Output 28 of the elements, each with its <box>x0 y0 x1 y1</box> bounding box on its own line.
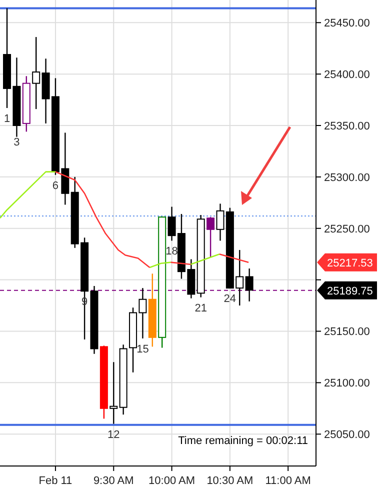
annotation: 15 <box>136 343 149 356</box>
y-tick-label: 25350.00 <box>324 120 370 132</box>
y-tick-label: 25150.00 <box>324 326 370 338</box>
annotation: 21 <box>194 302 207 314</box>
annotation: 1 <box>4 113 10 126</box>
x-tick-label: Feb 11 <box>38 475 72 487</box>
y-tick-label: 25300.00 <box>324 172 370 184</box>
candlestick <box>216 203 224 242</box>
text: 25217.53 <box>327 257 373 270</box>
annotation: Time remaining = 00:02:11 <box>178 435 308 447</box>
candlestick <box>245 268 254 302</box>
annotation: 3 <box>14 136 20 149</box>
candlestick <box>110 362 118 424</box>
x-tick-label: 9:30 AM <box>93 475 134 487</box>
annotation: 6 <box>52 180 59 192</box>
annotation: 24 <box>224 293 236 306</box>
x-tick-label: 11:00 AM <box>265 475 311 487</box>
candlestick <box>206 216 215 258</box>
y-tick-label: 25100.00 <box>324 378 370 390</box>
annotation: 18 <box>166 246 178 258</box>
annotation: 12 <box>108 428 120 441</box>
x-tick-label: 10:30 AM <box>206 475 254 487</box>
ref-line-label: 25189.75 <box>327 285 373 298</box>
y-tick-label: 25050.00 <box>324 429 370 442</box>
x-tick-label: 10:00 AM <box>148 475 196 487</box>
y-tick-label: 25450.00 <box>324 18 370 30</box>
y-tick-label: 25250.00 <box>324 223 370 236</box>
y-tick-label: 25400.00 <box>324 69 370 82</box>
